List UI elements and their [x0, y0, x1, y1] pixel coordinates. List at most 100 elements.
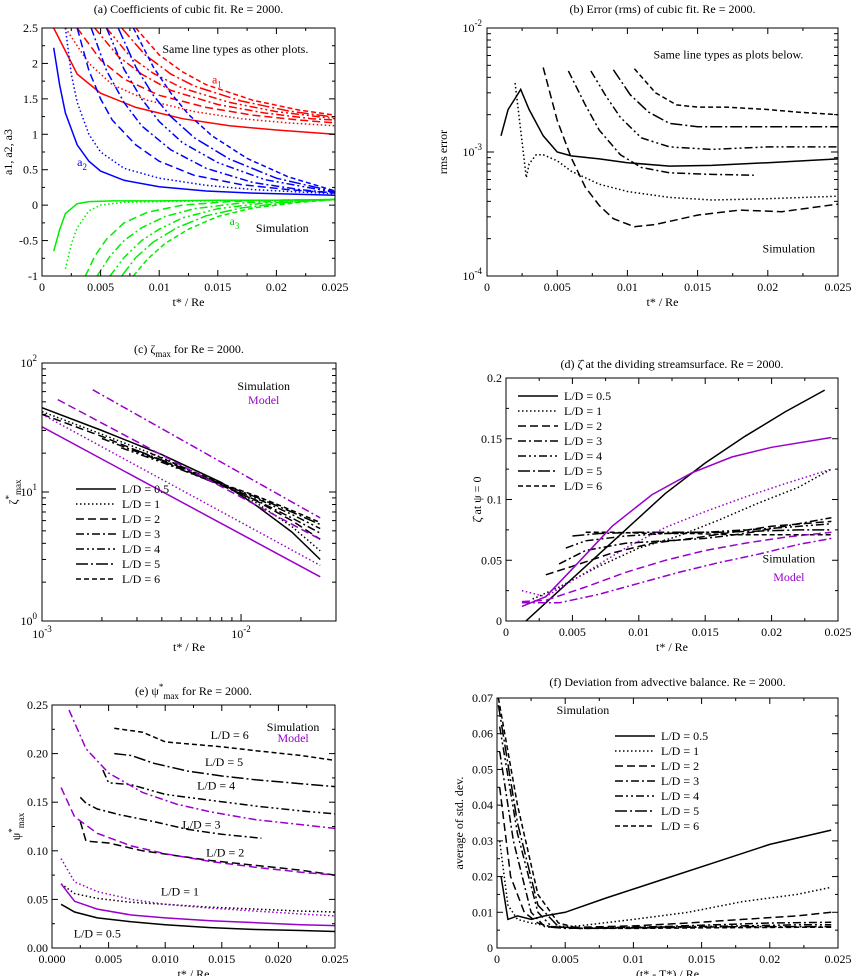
text-span: -3 [44, 624, 52, 634]
y-tick-label: 102 [21, 353, 38, 370]
y-tick-label: 0.05 [27, 892, 48, 906]
x-tick-label: 0.02 [761, 625, 782, 639]
series-line [53, 28, 335, 136]
series-line [52, 47, 335, 196]
series-line [52, 198, 335, 252]
x-tick-label: 0.015 [688, 952, 715, 966]
text-span: -3 [475, 142, 483, 152]
y-tick-label: 2.5 [23, 21, 38, 35]
text-span: for Re = 2000. [171, 342, 244, 356]
text-span: 10 [463, 269, 475, 283]
x-tick-label: 0 [494, 952, 500, 966]
series-line [612, 69, 838, 128]
chart-title: (d) ζ̂ at the dividing streamsurface. Re… [560, 357, 783, 371]
annotation: Simulation [763, 241, 816, 255]
text-span: * [4, 495, 14, 500]
x-tick-label: 0.025 [322, 952, 349, 966]
series-line [542, 67, 838, 228]
annotation: Simulation [557, 703, 610, 717]
y-axis-label: rms error [436, 130, 450, 174]
series-line [42, 406, 321, 561]
series-group [42, 389, 321, 578]
text-span: 10 [21, 485, 33, 499]
x-tick-label: 0.015 [208, 952, 235, 966]
x-axis-label: t* / Re [656, 640, 688, 654]
x-tick-label: 0.01 [617, 280, 638, 294]
y-tick-label: 1 [32, 127, 38, 141]
y-tick-label: 0.03 [472, 834, 493, 848]
y-axis-label: ζ*max [4, 479, 23, 504]
series-line [60, 903, 335, 933]
series-line [117, 28, 335, 193]
series-line [500, 87, 838, 167]
x-tick-label: 0.025 [825, 625, 852, 639]
y-tick-label: 0.20 [27, 747, 48, 761]
text-span: 1 [33, 482, 38, 492]
text-span: at the dividing streamsurface. Re = 2000… [582, 357, 783, 371]
text-span: -2 [475, 18, 483, 28]
text-span: max [163, 691, 179, 701]
y-tick-label: 0.25 [27, 698, 48, 712]
series-line [567, 70, 754, 176]
y-tick-label: 10-2 [463, 18, 483, 35]
series-line [498, 840, 832, 928]
series-line [42, 410, 321, 552]
x-axis-label: t* / Re [173, 295, 205, 309]
chart-title: (b) Error (rms) of cubic fit. Re = 2000. [569, 2, 755, 16]
annotation: L/D = 3 [182, 817, 220, 831]
series-line [121, 198, 335, 276]
series-line [42, 413, 321, 540]
x-tick-label: 0.005 [87, 280, 114, 294]
series-line [132, 198, 335, 276]
text-span: 1 [217, 79, 222, 89]
x-tick-label: 0.01 [149, 280, 170, 294]
legend-label: L/D = 0.5 [122, 482, 169, 496]
text-span: ψ [9, 832, 23, 840]
series-line [68, 709, 335, 830]
legend-label: L/D = 0.5 [661, 729, 708, 743]
legend-label: L/D = 6 [122, 572, 160, 586]
series-line [64, 198, 335, 270]
y-tick-label: 0.05 [481, 553, 502, 567]
legend-label: L/D = 5 [661, 804, 699, 818]
x-tick-label: 0.02 [266, 280, 287, 294]
legend-label: L/D = 2 [122, 512, 160, 526]
x-tick-label: 0.025 [825, 952, 852, 966]
series-line [90, 28, 335, 194]
text-span: max [13, 479, 23, 495]
series-line [64, 28, 335, 195]
x-tick-label: 0.015 [692, 625, 719, 639]
series-group [60, 709, 335, 933]
annotation: Simulation [763, 552, 816, 566]
y-tick-label: 100 [21, 611, 38, 628]
series-line [525, 389, 826, 621]
chart-title: (f) Deviation from advective balance. Re… [549, 675, 785, 689]
x-tick-label: 0.005 [552, 952, 579, 966]
series-line [60, 858, 335, 917]
y-tick-label: 0.05 [472, 762, 493, 776]
x-tick-label: 10-3 [32, 624, 52, 641]
text-span: max [155, 349, 171, 359]
annotation: L/D = 4 [197, 779, 235, 793]
annotation: Simulation [267, 720, 320, 734]
text-span: (d) [560, 357, 577, 371]
text-span: 10 [21, 614, 33, 628]
x-tick-label: 0.000 [39, 952, 66, 966]
series-line [497, 698, 832, 930]
series-line [42, 426, 321, 578]
x-tick-label: 0.025 [825, 280, 852, 294]
y-tick-label: 0 [32, 198, 38, 212]
text-span: 2 [82, 162, 87, 172]
legend: L/D = 0.5L/D = 1L/D = 2L/D = 3L/D = 4L/D… [615, 729, 708, 833]
legend-label: L/D = 4 [564, 449, 602, 463]
series-line [521, 436, 832, 608]
y-tick-label: 0.15 [481, 432, 502, 446]
chart-panel-b: 0 0.005 0.01 0.015 0.02 0.02510-410-310-2(b) … [436, 2, 852, 309]
annotation: L/D = 2 [206, 846, 244, 860]
text-span: (c) ζ [134, 342, 155, 356]
x-tick-label: 0.025 [322, 280, 349, 294]
y-axis-label: ζ̂ at ψ = 0 [470, 477, 484, 523]
chart-panel-e: 0.000 0.005 0.010 0.015 0.020 0.025 0.00 0.05 0.… [7, 682, 349, 976]
